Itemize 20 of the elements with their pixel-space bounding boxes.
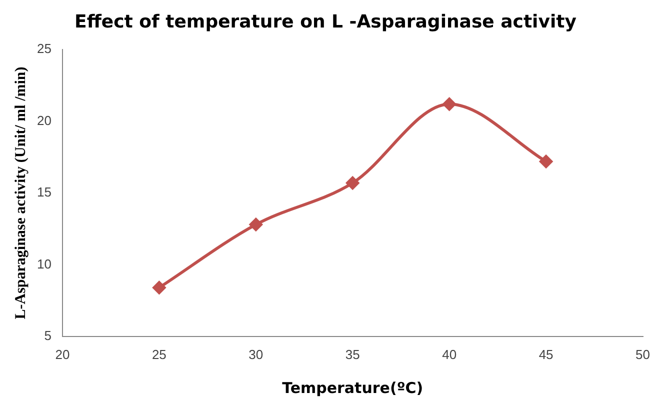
x-tick-label: 45 [538,346,554,362]
x-axis-title: Temperature(ºC) [282,378,424,397]
x-tick-label: 50 [636,346,650,362]
x-tick-label: 30 [248,346,264,362]
x-tick-label: 35 [345,346,360,362]
y-tick-label: 15 [36,184,52,200]
x-tick-label: 25 [152,346,166,362]
point [152,281,166,294]
point [249,218,262,232]
point [346,176,360,190]
y-tick-label: 10 [36,256,52,272]
y-tick-label: 25 [36,41,52,56]
point [442,98,456,111]
y-tick-label: 5 [44,328,52,343]
x-tick-label: 20 [55,346,70,362]
y-tick-label: 20 [36,112,52,128]
x-tick-label: 40 [442,346,457,362]
chart-title: Effect of temperature on L -Asparaginase activity [74,11,577,32]
y-axis-title: L-Asparaginase activity (Unit/ ml /min) [12,66,29,320]
point [540,154,553,168]
